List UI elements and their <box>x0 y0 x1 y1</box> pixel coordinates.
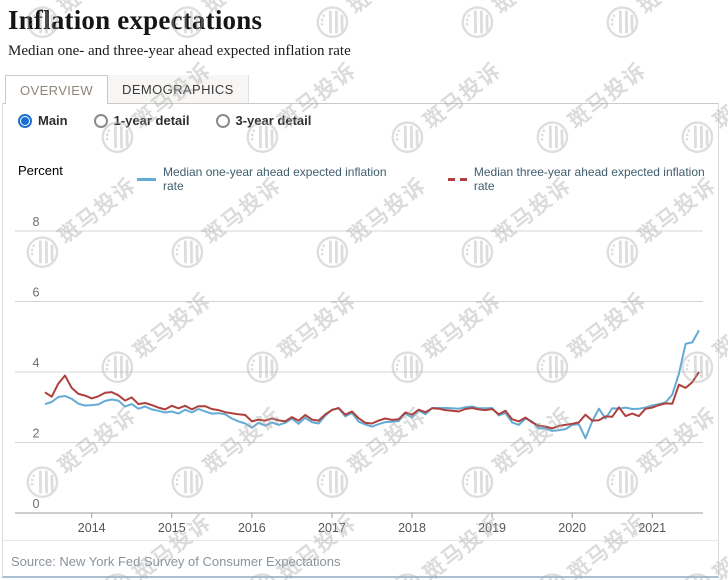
svg-text:8: 8 <box>33 215 40 229</box>
svg-text:2017: 2017 <box>318 521 346 535</box>
radio-3-year-detail[interactable]: 3-year detail <box>215 113 312 128</box>
svg-text:2021: 2021 <box>638 521 666 535</box>
source-bar: Source: New York Fed Survey of Consumer … <box>2 540 719 578</box>
svg-text:2020: 2020 <box>558 521 586 535</box>
view-option-group: Main 1-year detail 3-year detail <box>18 113 311 128</box>
tab-overview-label: OVERVIEW <box>20 82 94 98</box>
legend-item-three-year[interactable]: Median three-year ahead expected inflati… <box>447 165 728 193</box>
y-axis-unit-label: Percent <box>18 163 63 178</box>
svg-text:2018: 2018 <box>398 521 426 535</box>
svg-text:4: 4 <box>33 356 40 370</box>
radio-main-label: Main <box>38 113 68 128</box>
radio-unselected-icon <box>215 113 230 128</box>
tab-demographics[interactable]: DEMOGRAPHICS <box>108 75 249 103</box>
radio-main[interactable]: Main <box>18 113 68 128</box>
svg-text:2016: 2016 <box>238 521 266 535</box>
three-year-line-icon <box>447 177 467 181</box>
legend-three-year-label: Median three-year ahead expected inflati… <box>473 165 705 193</box>
svg-text:6: 6 <box>33 286 40 300</box>
radio-1-year-detail[interactable]: 1-year detail <box>93 113 190 128</box>
one-year-line-icon <box>137 177 156 181</box>
tab-overview[interactable]: OVERVIEW <box>5 75 109 104</box>
radio-1-year-label: 1-year detail <box>113 113 190 128</box>
tab-demographics-label: DEMOGRAPHICS <box>122 81 234 97</box>
legend-one-year-label: Median one-year ahead expected inflation… <box>163 165 387 193</box>
chart-panel <box>2 103 719 540</box>
radio-3-year-label: 3-year detail <box>235 113 312 128</box>
radio-selected-icon <box>18 113 32 128</box>
svg-text:2019: 2019 <box>478 521 506 535</box>
radio-unselected-icon <box>93 113 108 128</box>
page-subtitle: Median one- and three-year ahead expecte… <box>8 43 351 59</box>
svg-text:2014: 2014 <box>78 521 106 535</box>
page-title: Inflation expectations <box>8 5 263 35</box>
svg-text:2015: 2015 <box>158 521 186 535</box>
tab-bar: OVERVIEW DEMOGRAPHICS <box>2 75 719 104</box>
chart-legend: Median one-year ahead expected inflation… <box>137 165 728 193</box>
source-attribution: Source: New York Fed Survey of Consumer … <box>11 554 341 569</box>
svg-text:2: 2 <box>33 427 40 441</box>
legend-item-one-year[interactable]: Median one-year ahead expected inflation… <box>137 165 410 193</box>
svg-text:0: 0 <box>33 497 40 511</box>
